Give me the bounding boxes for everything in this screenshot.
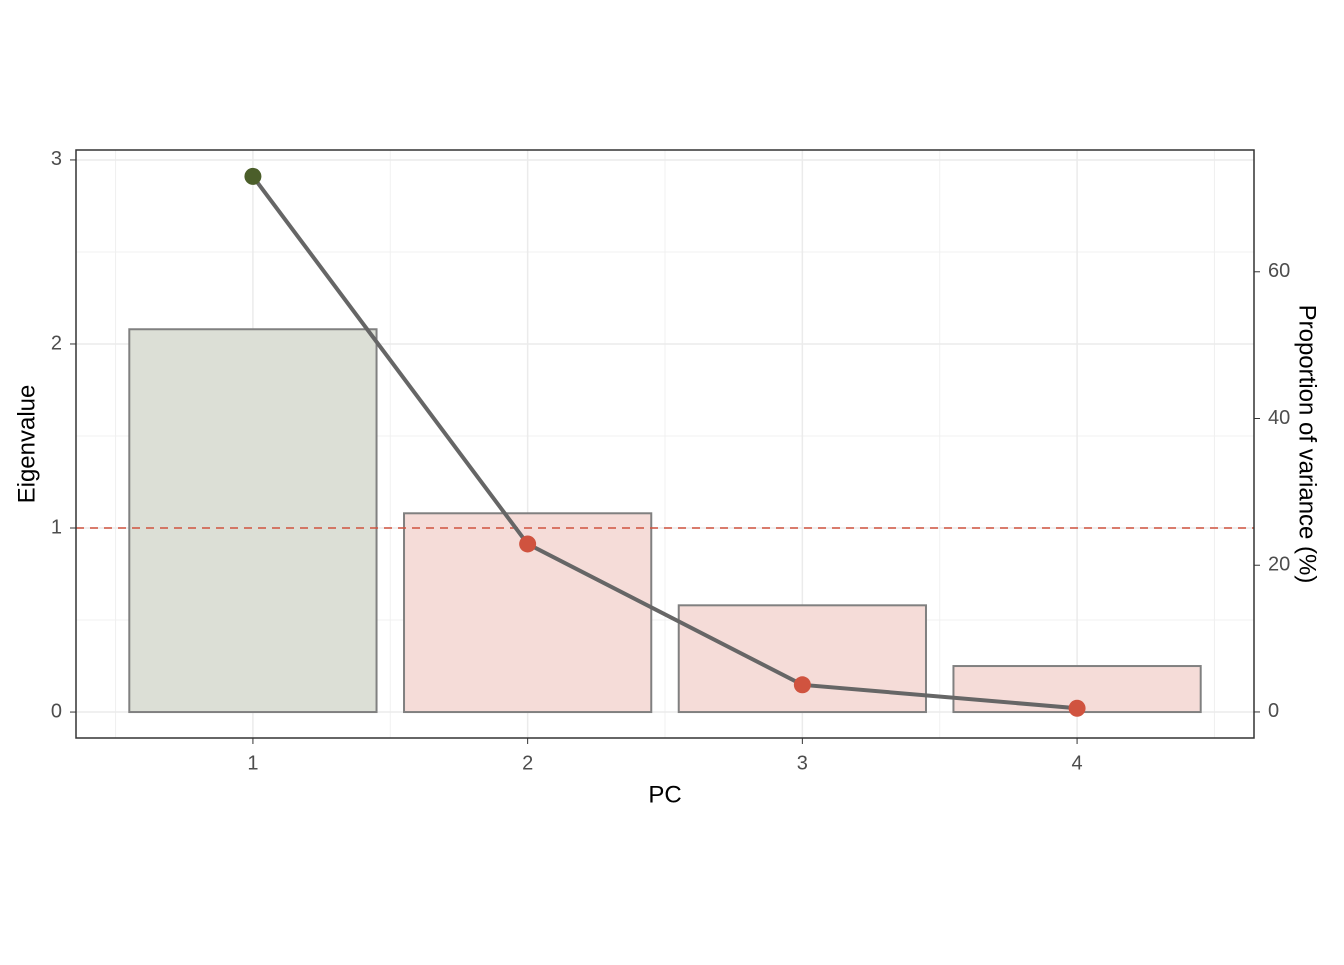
y2-tick-label: 0 — [1268, 700, 1279, 722]
x-axis-label: PC — [648, 781, 681, 808]
y2-tick-label: 60 — [1268, 260, 1290, 282]
line — [251, 175, 1078, 711]
point — [244, 167, 262, 185]
panel-border — [75, 149, 1255, 739]
x-tick-label: 4 — [1072, 752, 1083, 774]
y-axis-label: Eigenvalue — [13, 385, 40, 504]
y2-tick-label: 20 — [1268, 554, 1290, 576]
y-tick-label: 2 — [51, 332, 62, 354]
y-tick-label: 0 — [51, 700, 62, 722]
bar — [128, 328, 378, 714]
point — [1068, 699, 1086, 717]
y-tick-label: 1 — [51, 516, 62, 538]
y2-tick-label: 40 — [1268, 407, 1290, 429]
point — [793, 676, 811, 694]
bar — [677, 604, 927, 714]
x-tick-label: 3 — [797, 752, 808, 774]
point — [519, 535, 537, 553]
y2-axis-label: Proportion of variance (%) — [1294, 305, 1321, 584]
x-tick-label: 1 — [247, 752, 258, 774]
x-tick-label: 2 — [522, 752, 533, 774]
y-tick-label: 3 — [51, 148, 62, 170]
